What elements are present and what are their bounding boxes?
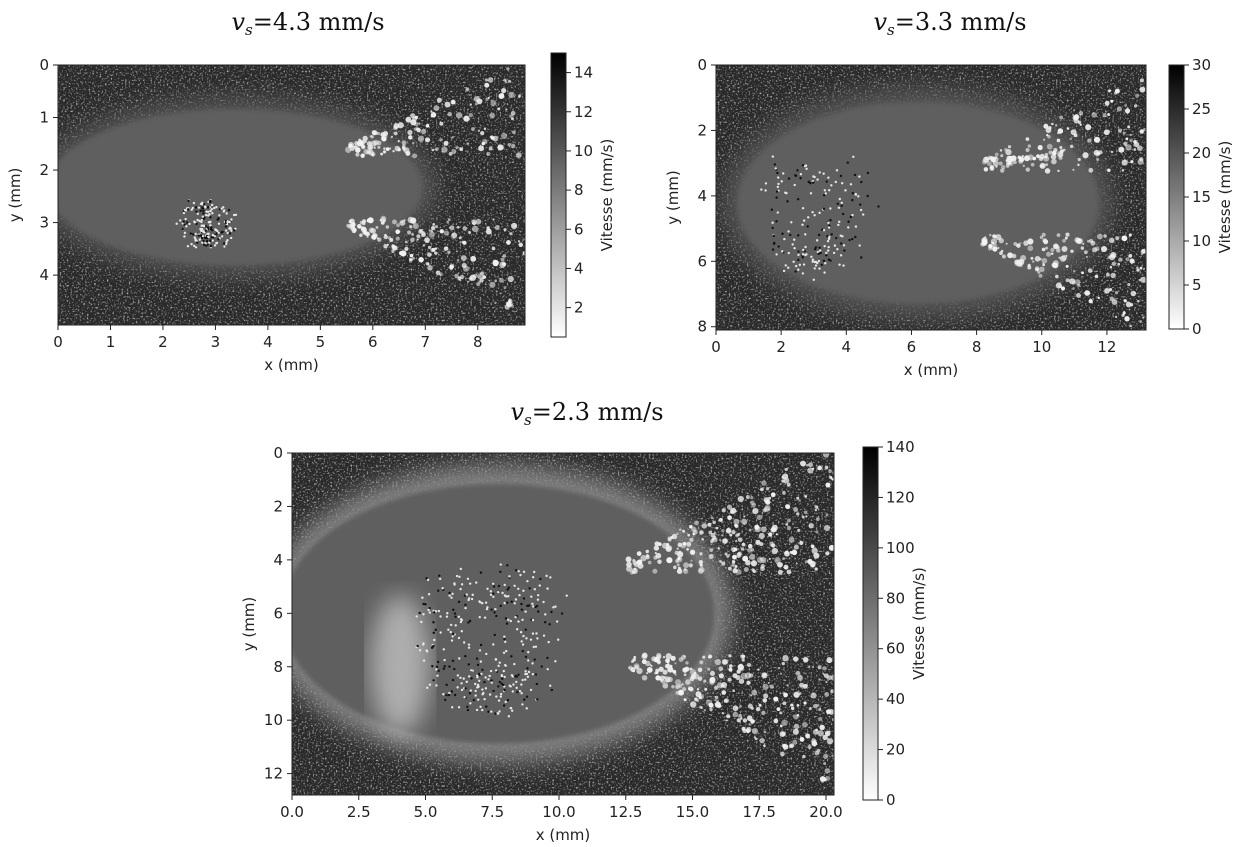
colorbar-tick-label: 80 <box>886 589 905 607</box>
heatmap-image <box>716 65 1146 330</box>
colorbar-tick-label: 6 <box>574 220 584 238</box>
colorbar-tick-label: 25 <box>1192 100 1211 118</box>
y-tick-label: 0 <box>697 56 707 74</box>
title-value: =2.3 mm/s <box>532 398 664 426</box>
colorbar-tick-label: 20 <box>1192 144 1211 162</box>
x-tick-label: 7 <box>421 333 431 351</box>
colorbar-tick-label: 0 <box>1192 320 1202 338</box>
panel-title: vs=2.3 mm/s <box>510 398 663 429</box>
y-tick-label: 1 <box>39 109 49 127</box>
colorbar-tick-label: 100 <box>886 539 915 557</box>
colorbar <box>863 447 878 800</box>
x-tick-label: 0.0 <box>280 803 304 821</box>
colorbar-tick-label: 10 <box>1192 232 1211 250</box>
y-tick-label: 2 <box>39 161 49 179</box>
panel-title: vs=3.3 mm/s <box>873 8 1026 39</box>
y-tick-label: 4 <box>39 266 49 284</box>
colorbar-tick-label: 120 <box>886 488 915 506</box>
colorbar-tick-label: 2 <box>574 299 584 317</box>
x-tick-label: 5 <box>316 333 326 351</box>
x-tick-label: 4 <box>263 333 273 351</box>
colorbar-label: Vitesse (mm/s) <box>598 139 616 252</box>
y-tick-label: 8 <box>697 318 707 336</box>
colorbar <box>1169 65 1184 329</box>
y-tick-label: 0 <box>39 56 49 74</box>
x-tick-label: 0 <box>711 338 721 356</box>
x-tick-label: 4 <box>842 338 852 356</box>
x-tick-label: 6 <box>368 333 378 351</box>
title-variable: v <box>231 8 245 36</box>
y-tick-label: 8 <box>273 658 283 676</box>
title-variable: v <box>510 398 524 426</box>
colorbar-tick-label: 8 <box>574 181 584 199</box>
x-tick-label: 8 <box>473 333 483 351</box>
x-tick-label: 8 <box>972 338 982 356</box>
title-variable: v <box>873 8 887 36</box>
x-tick-label: 10.0 <box>542 803 575 821</box>
panel-title: vs=4.3 mm/s <box>231 8 384 39</box>
x-tick-label: 2.5 <box>347 803 371 821</box>
x-tick-label: 17.5 <box>743 803 776 821</box>
colorbar-tick-label: 30 <box>1192 56 1211 74</box>
colorbar-tick-label: 14 <box>574 64 593 82</box>
y-tick-label: 2 <box>273 497 283 515</box>
y-tick-label: 10 <box>264 711 283 729</box>
x-tick-label: 15.0 <box>676 803 709 821</box>
x-tick-label: 12.5 <box>609 803 642 821</box>
y-axis-label: y (mm) <box>240 597 258 652</box>
panel-3: 0.0 2.5 5.0 7.5 10.0 12.5 15.0 17.5 20.0 0 2 4 6 8 10 1… <box>240 398 928 844</box>
y-tick-label: 4 <box>273 551 283 569</box>
y-tick-label: 6 <box>273 604 283 622</box>
x-tick-label: 0 <box>53 333 63 351</box>
colorbar-label: Vitesse (mm/s) <box>910 567 928 680</box>
colorbar-tick-label: 12 <box>574 103 593 121</box>
x-tick-label: 12 <box>1097 338 1116 356</box>
colorbar <box>551 53 566 337</box>
y-tick-label: 0 <box>273 444 283 462</box>
colorbar-label: Vitesse (mm/s) <box>1216 141 1234 254</box>
x-axis-label: x (mm) <box>904 361 959 379</box>
colorbar-tick-label: 60 <box>886 640 905 658</box>
colorbar-tick-label: 40 <box>886 690 905 708</box>
x-tick-label: 20.0 <box>809 803 842 821</box>
y-tick-label: 4 <box>697 187 707 205</box>
colorbar-tick-label: 5 <box>1192 276 1202 294</box>
y-tick-label: 12 <box>264 765 283 783</box>
x-tick-label: 6 <box>907 338 917 356</box>
panel-2: 0 2 4 6 8 10 12 0 2 4 6 8 x (mm) y (mm) vs=3.3 mm/s 0 5 1… <box>664 8 1234 379</box>
y-tick-label: 2 <box>697 121 707 139</box>
x-axis-label: x (mm) <box>264 356 319 374</box>
colorbar-tick-label: 0 <box>886 791 896 809</box>
x-tick-label: 3 <box>211 333 221 351</box>
x-tick-label: 7.5 <box>480 803 504 821</box>
y-tick-label: 6 <box>697 252 707 270</box>
title-value: =4.3 mm/s <box>253 8 385 36</box>
colorbar-tick-label: 20 <box>886 741 905 759</box>
y-axis-label: y (mm) <box>664 170 682 225</box>
colorbar-tick-label: 140 <box>886 438 915 456</box>
heatmap-image <box>34 65 527 325</box>
y-tick-label: 3 <box>39 214 49 232</box>
title-value: =3.3 mm/s <box>895 8 1027 36</box>
colorbar-tick-label: 15 <box>1192 188 1211 206</box>
x-tick-label: 1 <box>106 333 116 351</box>
x-tick-label: 2 <box>158 333 168 351</box>
x-axis-label: x (mm) <box>536 826 591 844</box>
x-tick-label: 10 <box>1032 338 1051 356</box>
x-tick-label: 2 <box>776 338 786 356</box>
heatmap-image <box>264 451 837 795</box>
y-axis-label: y (mm) <box>6 168 24 223</box>
x-tick-label: 5.0 <box>414 803 438 821</box>
colorbar-tick-label: 4 <box>574 259 584 277</box>
colorbar-tick-label: 10 <box>574 142 593 160</box>
